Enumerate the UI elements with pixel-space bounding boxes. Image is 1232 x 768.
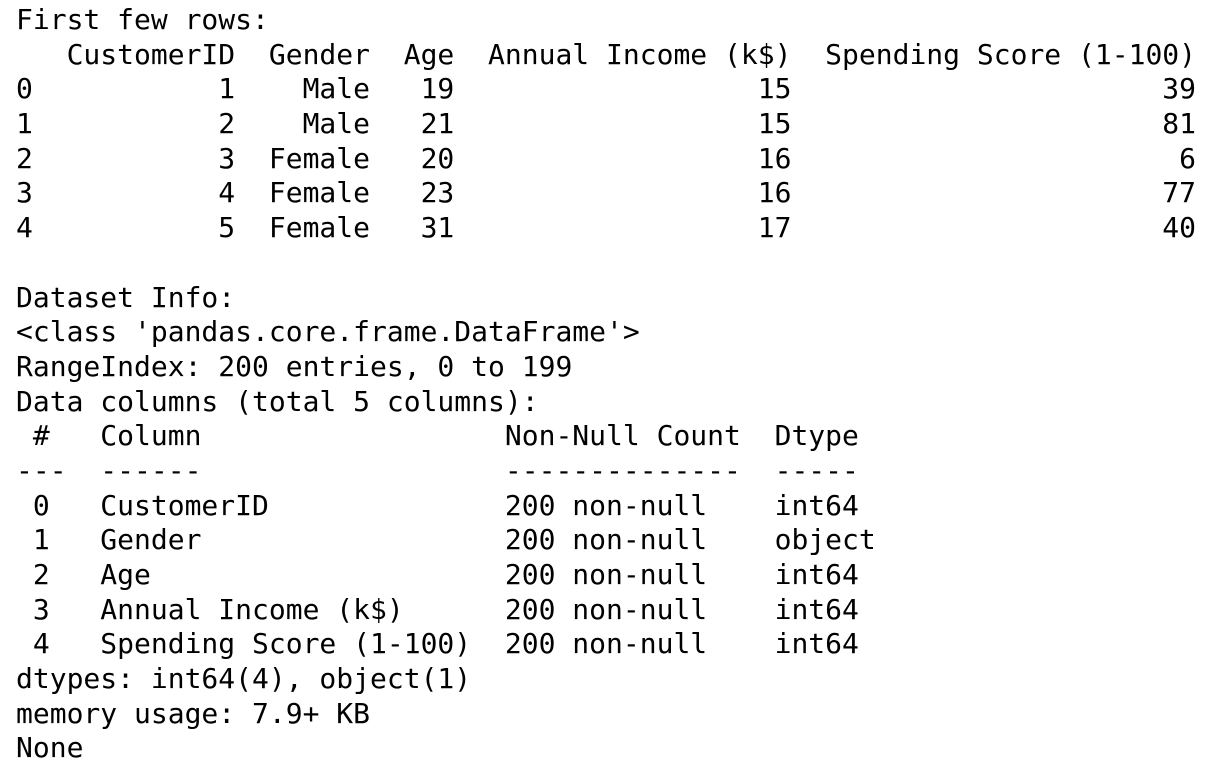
info-row: 0 CustomerID 200 non-null int64 — [16, 488, 876, 522]
info-title: Dataset Info: — [16, 280, 236, 314]
class-line: <class 'pandas.core.frame.DataFrame'> — [16, 315, 640, 349]
table-row: 2 3 Female 20 16 6 — [16, 141, 1197, 175]
table-row: 4 5 Female 31 17 40 — [16, 211, 1197, 245]
head-title: First few rows: — [16, 3, 269, 36]
columns-summary-line: Data columns (total 5 columns): — [16, 384, 539, 418]
head-table-header: CustomerID Gender Age Annual Income (k$)… — [16, 37, 1197, 71]
table-row: 0 1 Male 19 15 39 — [16, 72, 1197, 106]
info-row: 4 Spending Score (1-100) 200 non-null in… — [16, 627, 876, 661]
memory-usage-line: memory usage: 7.9+ KB — [16, 696, 371, 730]
info-table-separator: --- ------ -------------- ----- — [16, 453, 876, 487]
table-row: 1 2 Male 21 15 81 — [16, 107, 1197, 141]
info-row: 3 Annual Income (k$) 200 non-null int64 — [16, 592, 876, 626]
info-row: 1 Gender 200 non-null object — [16, 523, 876, 557]
dtypes-line: dtypes: int64(4), object(1) — [16, 662, 472, 696]
info-table-header: # Column Non-Null Count Dtype — [16, 419, 876, 453]
range-index-line: RangeIndex: 200 entries, 0 to 199 — [16, 349, 573, 383]
info-row: 2 Age 200 non-null int64 — [16, 558, 876, 591]
blank-line — [16, 246, 1232, 281]
table-row: 3 4 Female 23 16 77 — [16, 176, 1197, 210]
return-value-line: None — [16, 731, 84, 765]
